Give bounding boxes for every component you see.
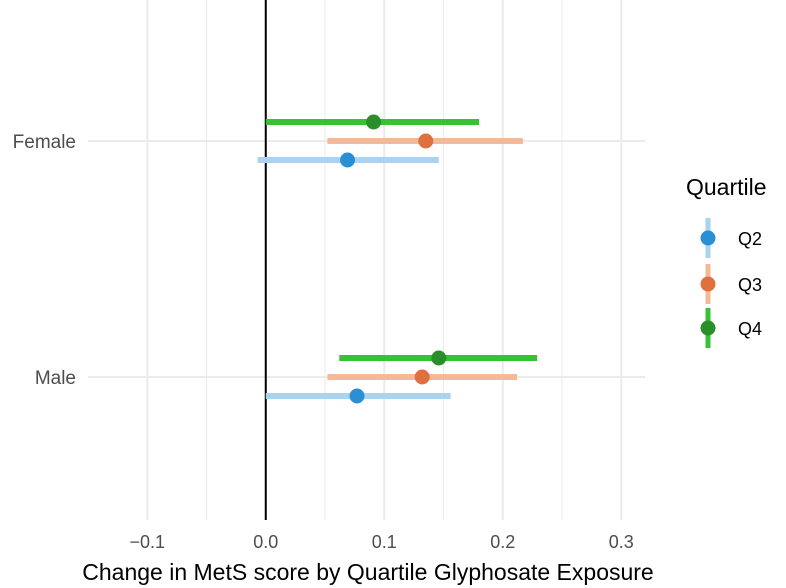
- x-axis-title: Change in MetS score by Quartile Glyphos…: [82, 559, 653, 585]
- x-tick-label: −0.1: [129, 532, 165, 552]
- x-tick-label: 0.3: [609, 532, 634, 552]
- category-labels: Female Male: [13, 132, 76, 389]
- point-q3-female: [418, 133, 434, 149]
- plot-data: [257, 114, 538, 404]
- legend: Quartile Q2 Q3 Q4: [686, 174, 767, 348]
- point-q2-male: [349, 388, 365, 404]
- legend-key-point-q3: [700, 276, 716, 292]
- legend-label-q4: Q4: [738, 319, 762, 339]
- x-tick-labels: −0.1 0.0 0.1 0.2 0.3: [129, 532, 633, 552]
- x-tick-label: 0.2: [490, 532, 515, 552]
- category-label-male: Male: [35, 368, 76, 389]
- legend-key-point-q4: [700, 320, 716, 336]
- x-tick-label: 0.1: [372, 532, 397, 552]
- legend-title: Quartile: [686, 174, 767, 200]
- legend-key-point-q2: [700, 230, 716, 246]
- point-q4-male: [431, 350, 447, 366]
- x-tick-label: 0.0: [253, 532, 278, 552]
- legend-label-q2: Q2: [738, 229, 762, 249]
- legend-label-q3: Q3: [738, 275, 762, 295]
- category-label-female: Female: [13, 132, 76, 153]
- grid-lines: [88, 0, 645, 520]
- point-q3-male: [414, 369, 430, 385]
- point-q4-female: [366, 114, 382, 130]
- point-q2-female: [340, 152, 356, 168]
